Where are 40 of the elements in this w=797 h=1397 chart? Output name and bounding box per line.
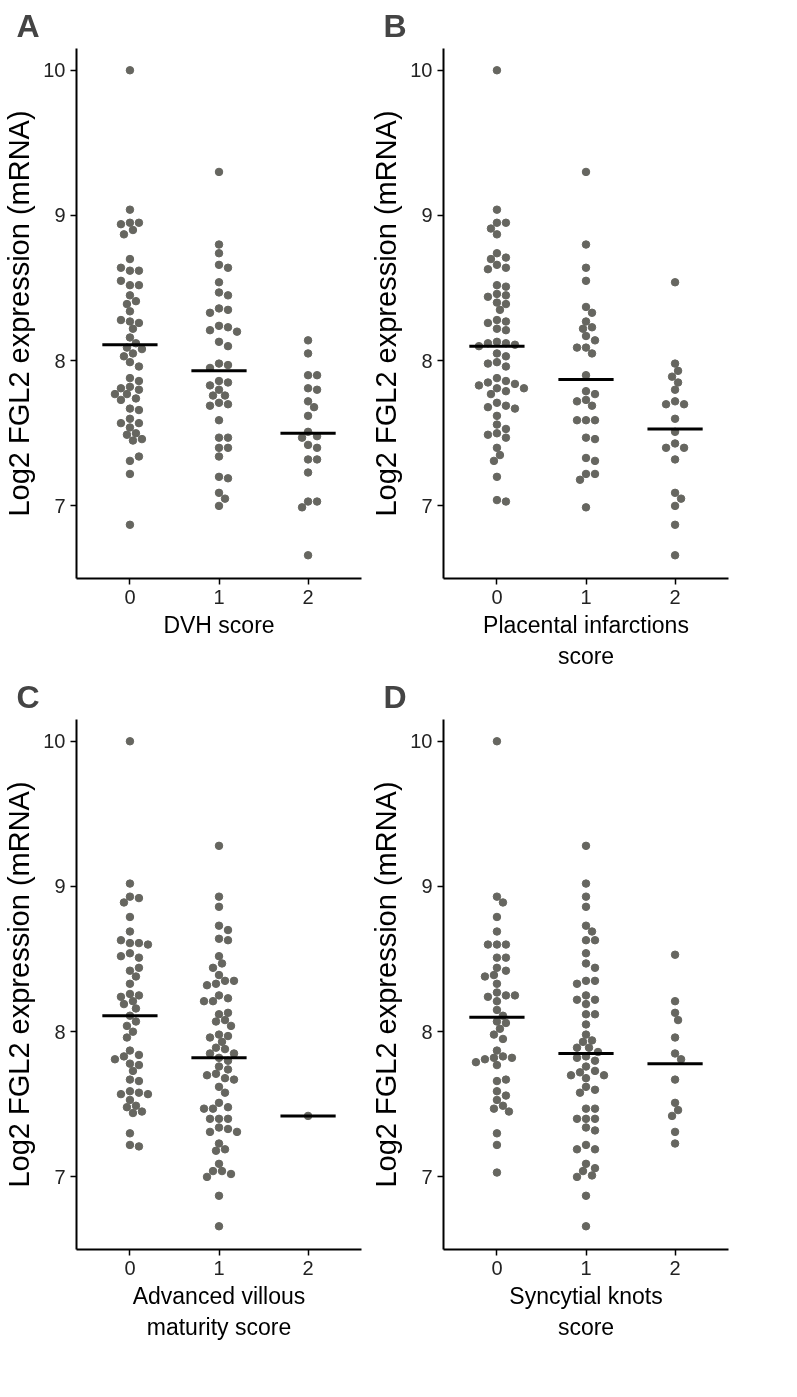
x-tick-label: 2 xyxy=(669,1256,681,1279)
y-tick-label: 7 xyxy=(421,494,433,517)
y-tick-label: 10 xyxy=(43,59,66,82)
y-tick-label: 8 xyxy=(421,349,433,372)
chart-title: D xyxy=(383,678,407,715)
x-tick-label: 0 xyxy=(491,1256,503,1279)
chart-title: C xyxy=(16,678,40,715)
y-tick-label: 9 xyxy=(54,875,66,898)
y-tick-label: 7 xyxy=(54,494,66,517)
x-tick-label: 1 xyxy=(580,1256,592,1279)
y-axis-title: Log2 FGL2 expression (mRNA) xyxy=(370,110,403,517)
y-tick-label: 9 xyxy=(54,204,66,227)
x-axis-title: Advanced villous maturity score xyxy=(132,1282,306,1340)
x-tick-label: 0 xyxy=(124,1256,136,1279)
y-tick-label: 8 xyxy=(421,1020,433,1043)
y-tick-label: 10 xyxy=(43,730,66,753)
y-axis-title: Log2 FGL2 expression (mRNA) xyxy=(3,110,36,517)
y-tick-label: 9 xyxy=(421,204,433,227)
x-tick-label: 1 xyxy=(213,1256,225,1279)
y-tick-label: 10 xyxy=(410,730,433,753)
y-axis-title: Log2 FGL2 expression (mRNA) xyxy=(3,781,36,1188)
y-tick-label: 8 xyxy=(54,1020,66,1043)
y-tick-label: 7 xyxy=(54,1165,66,1188)
x-tick-label: 2 xyxy=(302,1256,314,1279)
x-tick-label: 0 xyxy=(124,585,136,608)
y-tick-label: 9 xyxy=(421,875,433,898)
x-tick-label: 2 xyxy=(669,585,681,608)
x-tick-label: 2 xyxy=(302,585,314,608)
x-axis-title: DVH score xyxy=(163,611,275,638)
y-tick-label: 7 xyxy=(421,1165,433,1188)
chart-title: B xyxy=(383,7,407,44)
y-tick-label: 10 xyxy=(410,59,433,82)
x-axis-title: Placental infarctions score xyxy=(483,611,689,669)
x-axis-title: Syncytial knots score xyxy=(509,1282,663,1340)
y-tick-label: 8 xyxy=(54,349,66,372)
chart-title: A xyxy=(16,7,40,44)
x-tick-label: 1 xyxy=(213,585,225,608)
x-tick-label: 0 xyxy=(491,585,503,608)
x-tick-label: 1 xyxy=(580,585,592,608)
y-axis-title: Log2 FGL2 expression (mRNA) xyxy=(370,781,403,1188)
